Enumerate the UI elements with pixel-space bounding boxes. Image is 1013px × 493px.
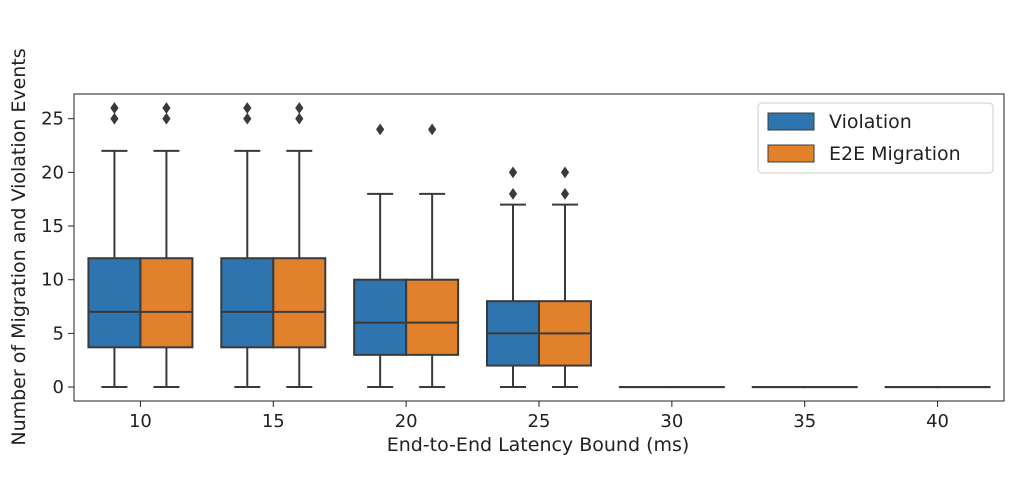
outlier-point xyxy=(110,102,119,114)
outlier-point xyxy=(243,112,252,125)
box-e2e-migration-15 xyxy=(272,102,327,389)
iqr-box xyxy=(87,257,142,349)
outlier-point xyxy=(110,112,119,125)
x-tick-label: 35 xyxy=(793,411,816,432)
plot-area xyxy=(73,93,1005,402)
box-e2e-migration-20 xyxy=(405,123,460,389)
outlier-point xyxy=(162,112,171,125)
x-tick-label: 40 xyxy=(926,411,949,432)
x-tick-label: 25 xyxy=(528,411,551,432)
box-violation-20 xyxy=(353,123,408,389)
y-tick-label: 25 xyxy=(41,109,64,130)
outlier-point xyxy=(508,166,518,179)
box-e2e-migration-25 xyxy=(538,166,592,389)
y-tick-label: 15 xyxy=(41,216,64,237)
outlier-point xyxy=(295,112,304,125)
x-axis-label: End-to-End Latency Bound (ms) xyxy=(387,434,690,456)
outlier-point xyxy=(243,102,252,114)
outlier-point xyxy=(295,102,304,114)
box-violation-25 xyxy=(486,166,540,389)
x-tick-label: 15 xyxy=(262,411,285,432)
legend-entry-label: Violation xyxy=(829,111,912,133)
legend-swatch xyxy=(767,112,815,131)
y-axis: 0 5 10 15 20 25 xyxy=(41,109,74,398)
x-tick-label: 10 xyxy=(129,411,152,432)
legend: Violation E2E Migration xyxy=(757,102,994,174)
legend-swatch xyxy=(767,144,815,163)
outlier-point xyxy=(560,187,570,200)
x-tick-label: 30 xyxy=(660,411,683,432)
outlier-point xyxy=(508,187,518,200)
iqr-box xyxy=(405,278,460,356)
outlier-point xyxy=(560,166,570,179)
outlier-point xyxy=(376,123,385,136)
legend-frame xyxy=(757,102,994,174)
y-tick-label: 10 xyxy=(41,270,64,291)
iqr-box xyxy=(353,278,408,356)
y-tick-label: 0 xyxy=(53,377,64,398)
outlier-point xyxy=(428,123,437,136)
y-tick-label: 20 xyxy=(41,162,64,183)
iqr-box xyxy=(220,257,275,349)
outlier-point xyxy=(162,102,171,114)
box-violation-15 xyxy=(220,102,275,389)
x-axis: 10 15 20 25 30 35 40 xyxy=(129,401,949,432)
legend-entry-label: E2E Migration xyxy=(829,143,961,165)
box-violation-10 xyxy=(87,102,142,389)
x-tick-label: 20 xyxy=(395,411,418,432)
y-axis-label: Number of Migration and Violation Events xyxy=(8,48,30,445)
iqr-box xyxy=(139,257,194,349)
box-e2e-migration-10 xyxy=(139,102,194,389)
iqr-box xyxy=(272,257,327,349)
y-tick-label: 5 xyxy=(53,323,64,344)
